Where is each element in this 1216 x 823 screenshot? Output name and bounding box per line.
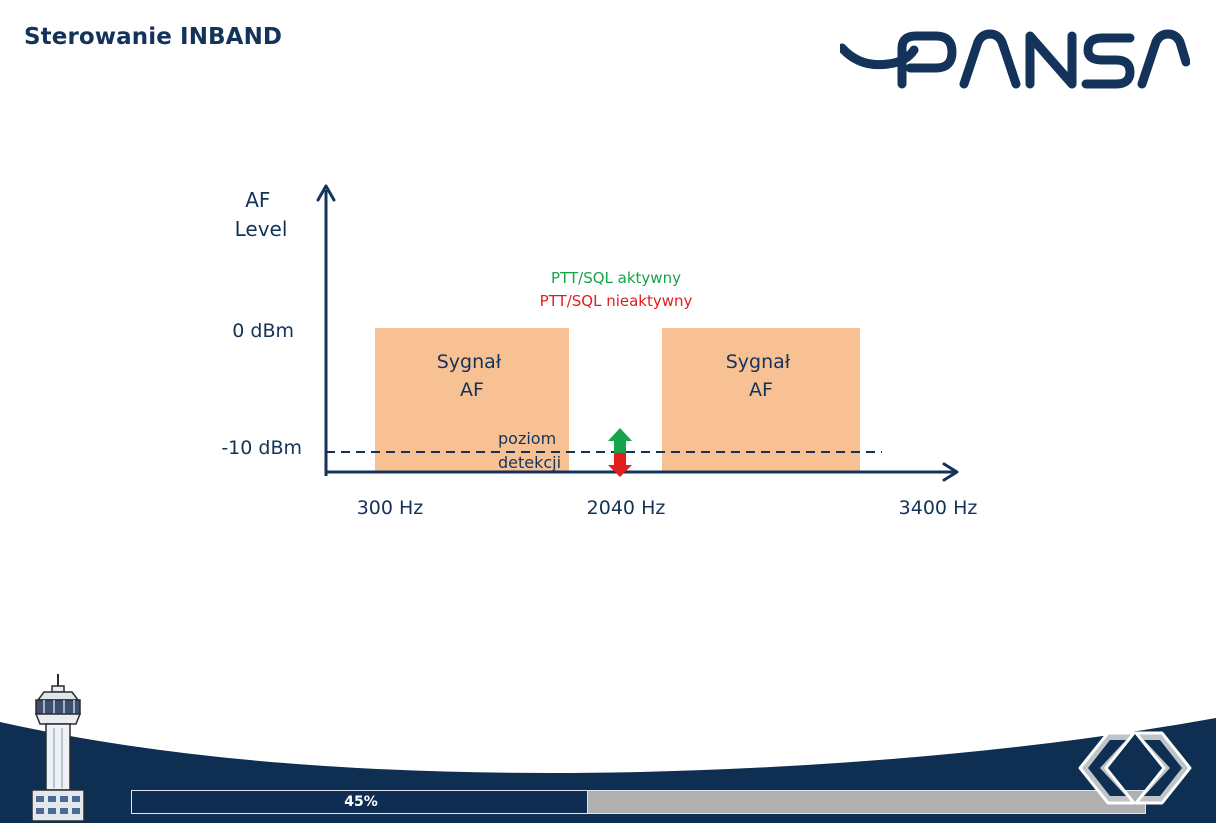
signal-block-label: Sygnał AF (726, 351, 797, 401)
progress-fill (132, 791, 588, 813)
progress-label: 45% (344, 794, 378, 810)
y-tick-label: 0 dBm (232, 320, 294, 342)
legend-active: PTT/SQL aktywny (551, 269, 681, 287)
signal-block-left (375, 328, 569, 472)
ptt-sql-state-arrow-icon (608, 428, 632, 477)
x-tick-label: 2040 Hz (587, 497, 666, 519)
signal-block-right (662, 328, 860, 472)
legend-inactive: PTT/SQL nieaktywny (540, 292, 693, 310)
y-axis-label: AF Level (235, 188, 288, 241)
chevron-left-icon (1078, 731, 1136, 805)
next-button[interactable] (1132, 730, 1198, 806)
prev-button[interactable] (1072, 730, 1138, 806)
y-axis-arrow-icon (316, 184, 336, 202)
pansa-logo (840, 29, 1190, 89)
x-tick-label: 3400 Hz (899, 497, 978, 519)
y-tick-label: -10 dBm (221, 437, 302, 459)
x-tick-label: 300 Hz (357, 497, 424, 519)
progress-bar: 45% (131, 790, 1146, 814)
control-tower-icon (31, 674, 85, 822)
signal-block-label: Sygnał AF (437, 351, 508, 401)
page-title: Sterowanie INBAND (24, 24, 283, 50)
detection-level-label: poziom detekcji (498, 429, 561, 472)
chevron-right-icon (1134, 731, 1192, 805)
x-axis-arrow-icon (942, 462, 959, 482)
